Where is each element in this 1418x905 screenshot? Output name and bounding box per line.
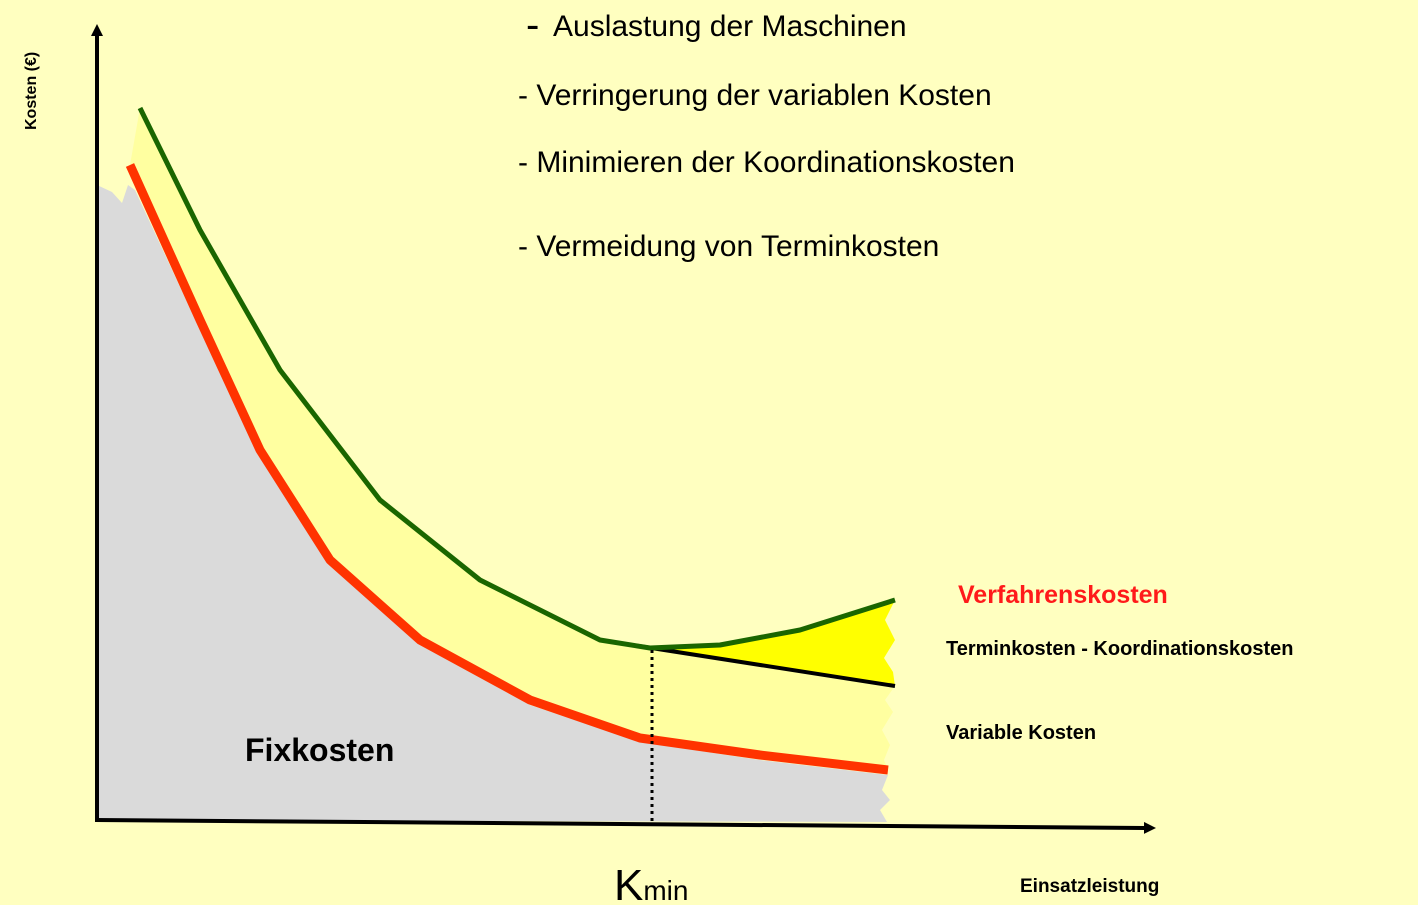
kmin-label: Kmin [614,861,688,905]
verfahrenskosten-label: Verfahrenskosten [958,581,1168,609]
x-axis [94,818,1156,834]
bullet-text: Vermeidung von Terminkosten [536,230,939,263]
kmin-subscript: min [643,875,688,905]
y-axis-label: Kosten (€) [23,52,40,130]
kmin-base: K [614,861,643,905]
bullet-marker: - [518,79,528,112]
fixkosten-label: Fixkosten [245,732,394,768]
bullet-text: Minimieren der Koordinationskosten [536,146,1015,179]
bullet: - Vermeidung von Terminkosten [518,230,939,263]
x-axis-label: Einsatzleistung [1020,876,1159,897]
bullet-marker: - [526,3,539,47]
bullet-marker: - [518,230,528,263]
termin-label: Terminkosten - Koordinationskosten [946,638,1293,660]
variable-label: Variable Kosten [946,722,1096,744]
bullet: - Verringerung der variablen Kosten [518,79,992,112]
bullet: - Minimieren der Koordinationskosten [518,146,1015,179]
fixkosten-curve [125,163,889,775]
bullet-marker: - [518,146,528,179]
bullet-text: Auslastung der Maschinen [553,10,907,43]
fixkosten-area [97,185,890,822]
termin-area [600,600,895,686]
verfahrenskosten-curve [137,106,896,651]
bullet: - Auslastung der Maschinen [526,3,907,47]
variable-band [130,108,895,770]
bullet-text: Verringerung der variablen Kosten [536,79,991,112]
